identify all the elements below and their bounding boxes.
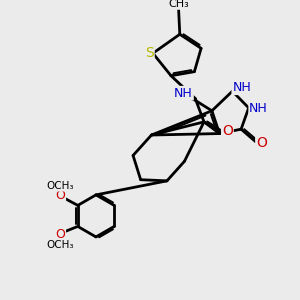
Text: O: O — [55, 228, 65, 241]
Text: O: O — [222, 124, 233, 138]
Text: O: O — [256, 136, 267, 150]
Text: OCH₃: OCH₃ — [46, 240, 74, 250]
Text: NH: NH — [232, 81, 251, 94]
Text: S: S — [145, 46, 154, 60]
Text: OCH₃: OCH₃ — [46, 181, 74, 191]
Text: NH: NH — [249, 102, 268, 115]
Text: CH₃: CH₃ — [168, 0, 189, 9]
Text: O: O — [55, 189, 65, 202]
Text: NH: NH — [174, 87, 193, 100]
